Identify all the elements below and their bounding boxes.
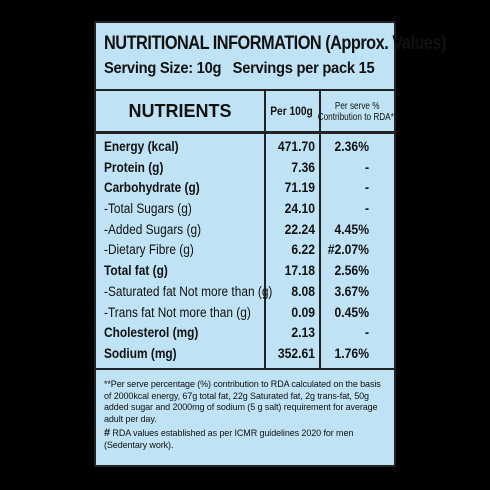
- table-row: -Saturated fat Not more than (g) 8.08 3.…: [96, 282, 396, 303]
- nutrient-name: -Saturated fat Not more than (g): [104, 283, 273, 299]
- rda-value: 2.36%: [334, 139, 369, 154]
- nutrient-name: Protein (g): [104, 159, 164, 175]
- nutrient-name: Cholesterol (mg): [104, 325, 199, 341]
- per-100g-value: 22.24: [284, 221, 315, 237]
- per-100g-value: 352.61: [277, 345, 315, 361]
- per-100g-value: 24.10: [284, 201, 315, 217]
- per-100g-value: 8.08: [291, 283, 315, 299]
- nutrient-name: -Added Sugars (g): [104, 221, 202, 237]
- per-100g-value: 0.09: [291, 304, 315, 320]
- nutrient-name: Total fat (g): [104, 263, 168, 279]
- rda-value: 2.56%: [334, 263, 369, 279]
- nutrient-name: Energy (kcal): [104, 139, 179, 154]
- per-100g-value: 71.19: [284, 180, 315, 196]
- footnotes: **Per serve percentage (%) contribution …: [104, 379, 390, 454]
- table-row: Total fat (g) 17.18 2.56%: [96, 261, 396, 282]
- rda-value: 1.76%: [334, 345, 369, 361]
- table-row: Energy (kcal) 471.70 2.36%: [96, 137, 396, 158]
- column-divider-1: [264, 89, 266, 370]
- header-rda-line2: Contribution to RDA**: [317, 112, 398, 123]
- label-title: NUTRITIONAL INFORMATION (Approx. Values): [104, 33, 446, 54]
- table-row: -Total Sugars (g) 24.10 -: [96, 199, 396, 220]
- table-row: Sodium (mg) 352.61 1.76%: [96, 344, 396, 365]
- per-100g-value: 6.22: [291, 242, 315, 258]
- per-100g-value: 17.18: [284, 263, 315, 279]
- nutrition-label-panel: NUTRITIONAL INFORMATION (Approx. Values)…: [94, 21, 446, 467]
- rda-value: 3.67%: [334, 283, 369, 299]
- rda-value: #2.07%: [327, 242, 369, 258]
- servings-per-pack: Servings per pack 15: [232, 60, 375, 77]
- nutrient-name: -Dietary Fibre (g): [104, 242, 194, 258]
- header-nutrients: NUTRIENTS: [128, 100, 232, 121]
- column-divider-2: [319, 89, 321, 370]
- hash-symbol: #: [104, 427, 111, 439]
- icmr-footnote-text: RDA values established as per ICMR guide…: [104, 428, 354, 450]
- table-row: Cholesterol (mg) 2.13 -: [96, 323, 396, 344]
- serving-size: Serving Size: 10g: [104, 60, 222, 77]
- table-row: Carbohydrate (g) 71.19 -: [96, 178, 396, 199]
- header-divider: [96, 131, 394, 134]
- per-100g-value: 2.13: [291, 325, 315, 341]
- nutrient-name: Carbohydrate (g): [104, 180, 200, 196]
- icmr-footnote: # RDA values established as per ICMR gui…: [104, 427, 390, 451]
- rda-value: -: [364, 201, 369, 217]
- nutrient-name: -Trans fat Not more than (g): [104, 304, 251, 320]
- rda-value: 0.45%: [334, 304, 369, 320]
- nutrient-rows: Energy (kcal) 471.70 2.36% Protein (g) 7…: [96, 137, 396, 365]
- per-100g-value: 471.70: [277, 139, 315, 154]
- top-table-divider: [96, 89, 394, 91]
- bottom-table-divider: [96, 368, 394, 370]
- rda-footnote: **Per serve percentage (%) contribution …: [104, 379, 381, 424]
- table-row: Protein (g) 7.36 -: [96, 158, 396, 179]
- header-per-100g: Per 100g: [270, 104, 313, 118]
- rda-value: -: [364, 325, 369, 341]
- table-row: -Added Sugars (g) 22.24 4.45%: [96, 220, 396, 241]
- per-100g-value: 7.36: [291, 159, 315, 175]
- header-rda: Per serve % Contribution to RDA**: [317, 93, 398, 131]
- rda-value: -: [364, 180, 369, 196]
- table-row: -Trans fat Not more than (g) 0.09 0.45%: [96, 303, 396, 324]
- header-rda-line1: Per serve %: [335, 101, 380, 112]
- serving-info: Serving Size: 10g Servings per pack 15: [104, 60, 375, 78]
- table-row: -Dietary Fibre (g) 6.22 #2.07%: [96, 240, 396, 261]
- nutrient-name: -Total Sugars (g): [104, 201, 192, 217]
- rda-value: 4.45%: [334, 221, 369, 237]
- rda-value: -: [364, 159, 369, 175]
- nutrient-name: Sodium (mg): [104, 345, 177, 361]
